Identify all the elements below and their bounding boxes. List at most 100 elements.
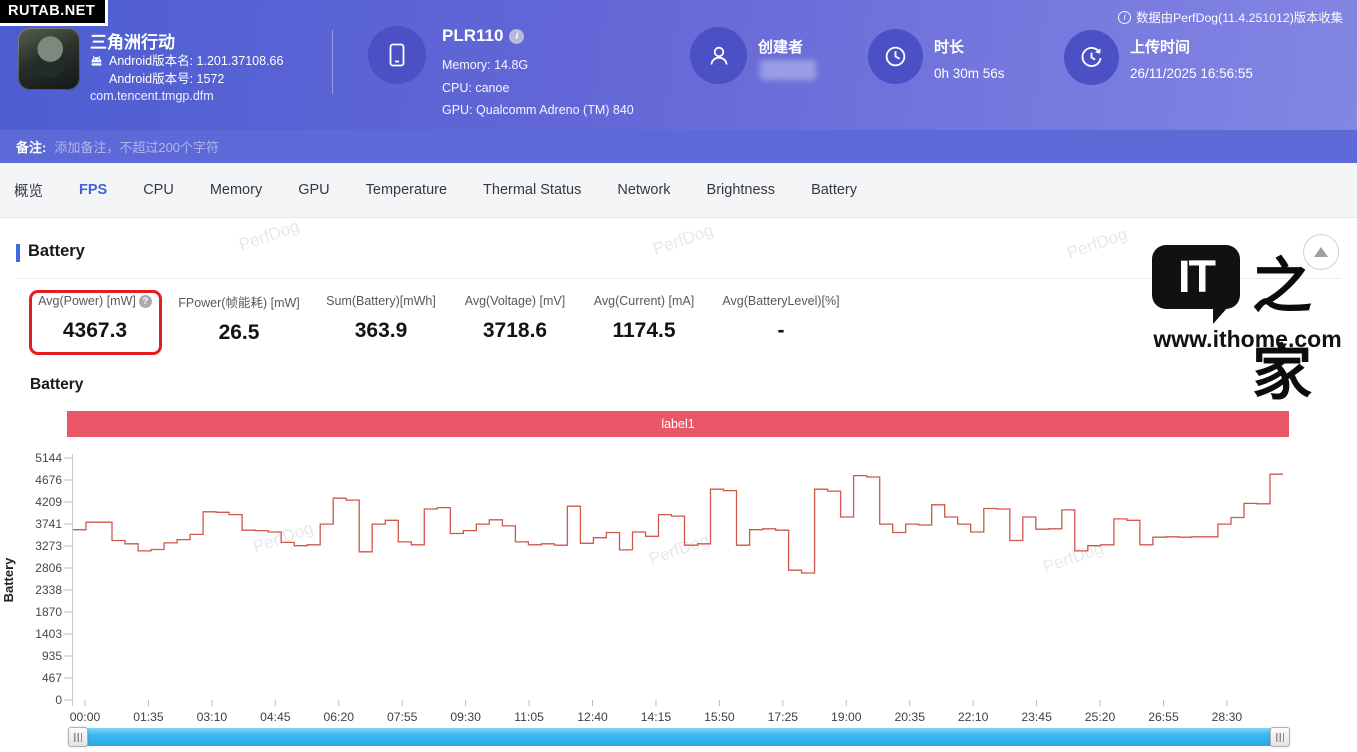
report-header: RUTAB.NET 三角洲行动 Android版本名: 1.201.37108.… xyxy=(0,0,1357,130)
creator-label: 创建者 xyxy=(758,39,804,56)
x-tick-label: 14:15 xyxy=(641,710,672,724)
stat-avg-voltage: Avg(Voltage) [mV] 3718.6 xyxy=(440,292,590,343)
x-tick-label: 00:00 xyxy=(70,710,101,724)
chart-range-scrollbar[interactable] xyxy=(68,727,1290,747)
collect-note: i 数据由PerfDog(11.4.251012)版本收集 xyxy=(1118,8,1343,26)
y-tick-label: 2338 xyxy=(35,583,62,597)
stat-value: - xyxy=(777,319,785,342)
tab-thermal-status[interactable]: Thermal Status xyxy=(483,182,582,198)
tab-gpu[interactable]: GPU xyxy=(298,182,330,198)
ithome-logo-bubble: IT xyxy=(1152,245,1240,309)
upload-icon-circle xyxy=(1064,30,1119,85)
app-version-block: Android版本名: 1.201.37108.66 Android版本号: 1… xyxy=(90,52,283,88)
y-tick-label: 3273 xyxy=(35,539,62,553)
stat-value: 26.5 xyxy=(218,321,260,344)
y-axis-title: Battery xyxy=(1,557,16,603)
device-info-icon[interactable]: i xyxy=(509,28,525,44)
x-tick-label: 12:40 xyxy=(577,710,608,724)
ithome-logo-cn: 之家 xyxy=(1252,252,1312,409)
help-icon[interactable]: ? xyxy=(138,295,152,308)
device-icon-circle xyxy=(368,26,426,84)
info-icon: i xyxy=(1118,10,1132,24)
upload-label: 上传时间 xyxy=(1130,39,1191,56)
creator-icon-circle xyxy=(690,27,747,84)
perfdog-watermark: PerfDog xyxy=(1064,224,1130,263)
stat-avg-current: Avg(Current) [mA] 1174.5 xyxy=(569,292,719,343)
x-tick-label: 03:10 xyxy=(197,710,228,724)
stat-label: Avg(Power) [mW] xyxy=(38,294,136,308)
perfdog-watermark: PerfDog xyxy=(650,220,716,259)
x-tick-label: 04:45 xyxy=(260,710,291,724)
y-tick-label: 2806 xyxy=(35,561,62,575)
device-gpu: GPU: Qualcomm Adreno (TM) 840 xyxy=(442,103,634,117)
rutab-badge: RUTAB.NET xyxy=(0,0,109,26)
app-package: com.tencent.tmgp.dfm xyxy=(90,89,214,103)
x-tick-label: 28:30 xyxy=(1212,710,1243,724)
phone-icon xyxy=(389,43,405,67)
section-accent-bar xyxy=(16,244,20,262)
notes-input-placeholder[interactable]: 添加备注，不超过200个字符 xyxy=(54,140,220,155)
tab-network[interactable]: Network xyxy=(617,182,671,198)
x-tick-label: 25:20 xyxy=(1085,710,1116,724)
x-tick-label: 20:35 xyxy=(894,710,925,724)
duration-value: 0h 30m 56s xyxy=(934,66,1005,81)
duration-icon-circle xyxy=(868,29,923,84)
scrollbar-track[interactable] xyxy=(70,728,1288,746)
x-tick-label: 17:25 xyxy=(768,710,799,724)
x-tick-label: 23:45 xyxy=(1021,710,1052,724)
avg-power-highlight-box xyxy=(29,290,162,355)
stat-value: 1174.5 xyxy=(612,319,676,342)
tab-brightness[interactable]: Brightness xyxy=(706,182,776,198)
perfdog-watermark: PerfDog xyxy=(236,216,302,255)
android-icon xyxy=(91,55,102,66)
device-model-text: PLR110 xyxy=(442,26,504,45)
arrow-up-icon xyxy=(1314,247,1328,257)
tab-battery[interactable]: Battery xyxy=(811,182,857,198)
history-icon xyxy=(1081,47,1102,67)
y-tick-label: 1870 xyxy=(35,605,62,619)
ithome-site-url: www.ithome.com xyxy=(1153,326,1342,352)
y-tick-label: 0 xyxy=(55,693,62,707)
app-icon xyxy=(18,28,80,90)
y-tick-label: 4209 xyxy=(35,495,62,509)
header-divider xyxy=(332,30,333,94)
ithome-logo-bubble-tail xyxy=(1213,307,1228,324)
x-tick-label: 26:55 xyxy=(1148,710,1179,724)
x-tick-label: 09:30 xyxy=(450,710,481,724)
section-title: Battery xyxy=(28,242,85,260)
stat-label: Avg(Voltage) [mV] xyxy=(464,294,566,308)
x-tick-label: 06:20 xyxy=(324,710,355,724)
app-name: 三角洲行动 xyxy=(90,33,175,52)
tab-fps[interactable]: FPS xyxy=(79,182,108,198)
tab-cpu[interactable]: CPU xyxy=(143,182,174,198)
upload-value: 26/11/2025 16:56:55 xyxy=(1130,66,1253,81)
battery-panel: PerfDog PerfDog PerfDog PerfDog PerfDog PerfD… xyxy=(0,216,1357,752)
legend-label1-banner[interactable]: label1 xyxy=(67,411,1289,437)
stat-value: 4367.3 xyxy=(62,319,128,342)
app-version-name: Android版本名: 1.201.37108.66 xyxy=(109,54,284,68)
stat-value: 3718.6 xyxy=(482,319,548,342)
stat-fpower: FPower(帧能耗) [mW] 26.5 xyxy=(164,292,314,345)
creator-name-redacted xyxy=(760,60,816,80)
tab-概览[interactable]: 概览 xyxy=(14,183,43,200)
y-tick-label: 935 xyxy=(42,649,62,663)
y-tick-label: 1403 xyxy=(35,627,62,641)
metric-tabbar: 概览 FPS CPU Memory GPU Temperature Thermal Stat… xyxy=(0,163,1357,218)
duration-label: 时长 xyxy=(934,39,965,56)
x-tick-label: 22:10 xyxy=(958,710,989,724)
tab-temperature[interactable]: Temperature xyxy=(365,182,448,198)
scroll-top-button[interactable] xyxy=(1303,234,1339,270)
scrollbar-left-handle[interactable] xyxy=(68,727,88,747)
scrollbar-right-handle[interactable] xyxy=(1270,727,1290,747)
device-memory: Memory: 14.8G xyxy=(442,58,529,72)
tab-memory[interactable]: Memory xyxy=(209,182,263,198)
stat-label: Sum(Battery)[mWh] xyxy=(326,294,436,308)
y-tick-label: 4676 xyxy=(35,473,62,487)
stat-label: Avg(BatteryLevel)[%] xyxy=(722,294,840,308)
x-tick-label: 11:05 xyxy=(514,710,544,724)
ithome-watermark-logo: IT 之家 www.ithome.com xyxy=(1145,244,1350,409)
app-version-code: Android版本号: 1572 xyxy=(109,72,225,86)
notes-bar[interactable]: 备注: 添加备注，不超过200个字符 xyxy=(0,130,1357,163)
stat-value: 363.9 xyxy=(354,319,408,342)
y-tick-label: 467 xyxy=(42,671,62,685)
